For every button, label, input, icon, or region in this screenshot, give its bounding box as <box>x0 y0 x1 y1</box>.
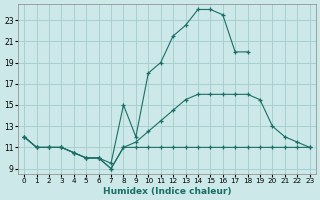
X-axis label: Humidex (Indice chaleur): Humidex (Indice chaleur) <box>103 187 231 196</box>
